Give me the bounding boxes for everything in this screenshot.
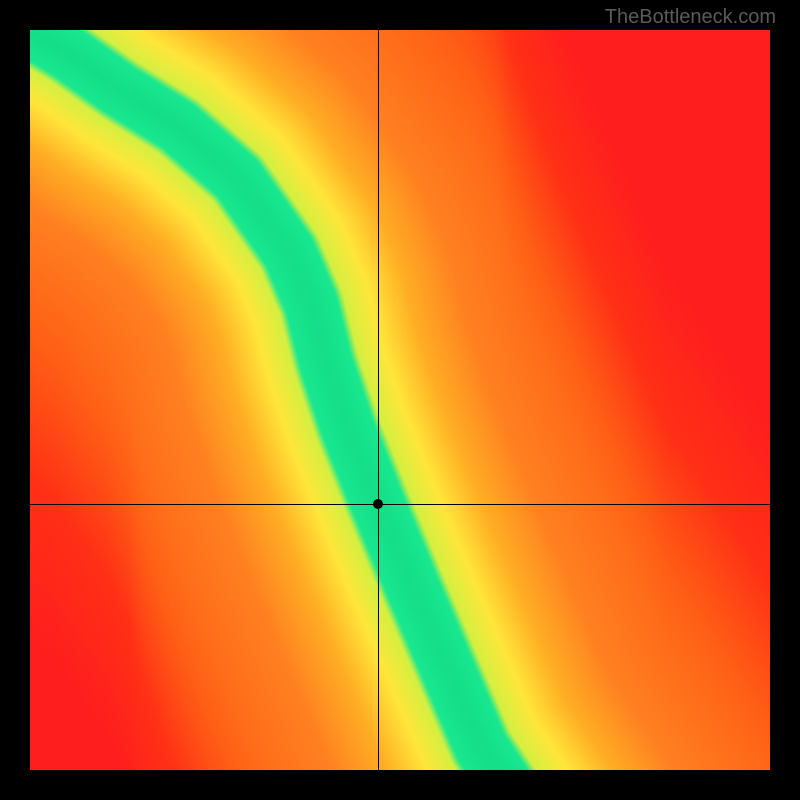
heatmap-canvas bbox=[30, 30, 770, 770]
crosshair-vertical bbox=[378, 30, 379, 770]
heatmap-plot bbox=[30, 30, 770, 770]
watermark-text: TheBottleneck.com bbox=[605, 6, 776, 29]
marker-dot bbox=[373, 499, 383, 509]
crosshair-horizontal bbox=[30, 504, 770, 505]
